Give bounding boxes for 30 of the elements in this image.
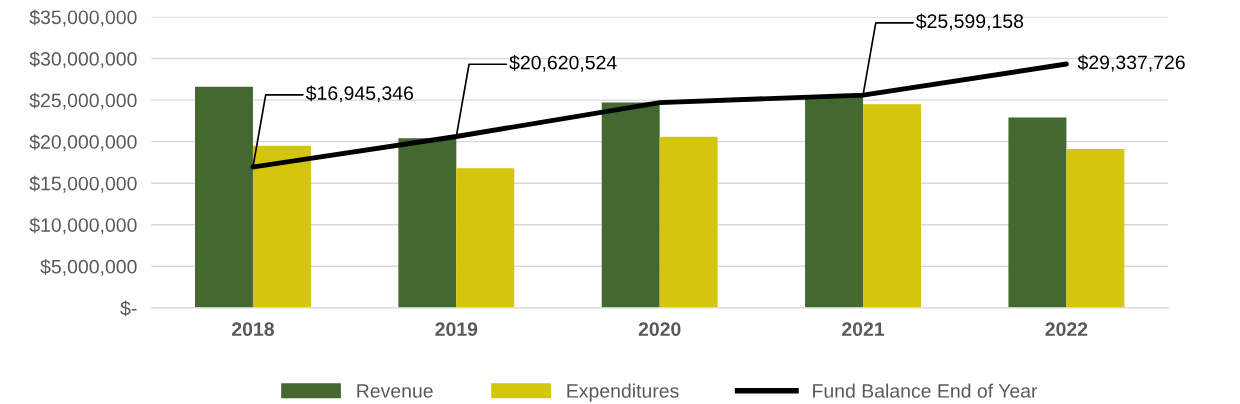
y-tick-label: $10,000,000 bbox=[29, 217, 137, 235]
x-tick-label: 2020 bbox=[638, 322, 681, 337]
data-label: $20,620,524 bbox=[509, 54, 617, 72]
y-tick-label: $- bbox=[120, 300, 137, 317]
bar bbox=[1008, 117, 1067, 308]
legend-label: Fund Balance End of Year bbox=[813, 383, 1038, 398]
legend-label: Expenditures bbox=[567, 383, 679, 402]
y-tick-label: $35,000,000 bbox=[29, 9, 137, 27]
bar bbox=[659, 136, 718, 308]
y-tick-label: $5,000,000 bbox=[40, 258, 137, 276]
x-tick-label: 2018 bbox=[232, 322, 274, 337]
legend-label: Revenue bbox=[357, 384, 433, 398]
x-tick-label: 2019 bbox=[435, 322, 478, 337]
y-tick-label: $30,000,000 bbox=[29, 51, 137, 69]
y-tick-label: $20,000,000 bbox=[29, 134, 137, 152]
y-tick-label: $25,000,000 bbox=[29, 92, 137, 110]
data-label: $29,337,726 bbox=[1077, 54, 1185, 72]
bar bbox=[601, 102, 660, 308]
x-tick-label: 2021 bbox=[842, 322, 885, 337]
bar bbox=[1066, 149, 1125, 308]
bar bbox=[252, 145, 311, 308]
y-tick-label: $15,000,000 bbox=[29, 175, 137, 193]
x-tick-label: 2022 bbox=[1045, 322, 1088, 337]
data-label: $16,945,346 bbox=[305, 85, 414, 103]
bar bbox=[805, 95, 864, 308]
bar bbox=[195, 86, 253, 308]
bar bbox=[398, 138, 457, 308]
bar bbox=[863, 104, 921, 308]
bar bbox=[456, 168, 515, 308]
data-label: $25,599,158 bbox=[916, 13, 1024, 31]
